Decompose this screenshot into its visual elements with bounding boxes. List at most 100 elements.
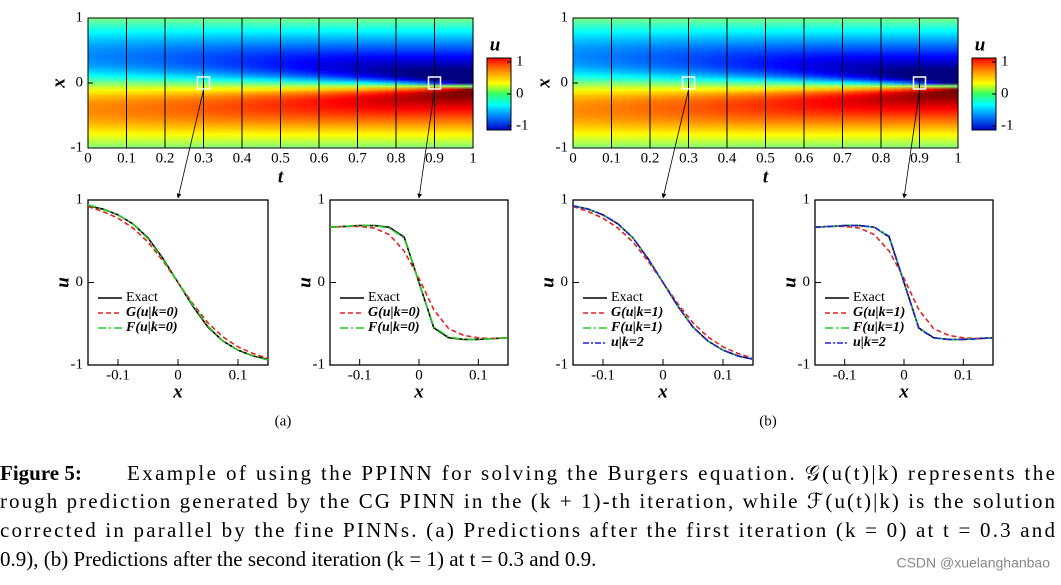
panel-label: (a) — [275, 413, 292, 429]
heatmap-strip — [901, 18, 911, 148]
heatmap-strip — [877, 18, 887, 148]
x-tick-label: 0.6 — [795, 150, 814, 166]
y-tick-label: 0 — [561, 74, 569, 90]
x-tick-label: 0.9 — [910, 150, 929, 166]
heatmap-strip — [192, 18, 201, 148]
y-tick-label: 1 — [561, 9, 569, 25]
y-axis-label: x — [48, 78, 69, 89]
y-axis-label: u — [294, 277, 315, 288]
heatmap-strip — [336, 18, 346, 148]
colorbar-title: u — [975, 34, 986, 55]
x-tick-label: 0.9 — [425, 150, 444, 166]
x-axis-label: t — [278, 166, 284, 187]
heatmap-strip — [288, 18, 298, 148]
series-line — [814, 224, 994, 341]
y-tick-label: 1 — [76, 191, 84, 207]
legend-label: G(u|k=0) — [126, 305, 178, 320]
heatmap-strip — [128, 18, 137, 148]
panel-label: (b) — [759, 413, 777, 429]
x-axis-label: x — [172, 381, 183, 402]
colorbar-tick-label: 0 — [516, 85, 524, 101]
caption-line: corrected in parallel by the fine PINNs.… — [0, 518, 1056, 542]
heatmap-strip — [581, 18, 590, 148]
legend-label: F(u|k=1) — [852, 320, 905, 335]
heatmap-strip — [312, 18, 322, 148]
heatmap-strip — [304, 18, 314, 148]
heatmap-strip — [136, 18, 145, 148]
y-tick-label: -1 — [71, 139, 84, 155]
heatmap-strip — [152, 18, 161, 148]
x-tick-label: 0.1 — [954, 367, 973, 383]
heatmap-strip — [104, 18, 113, 148]
y-axis-label: u — [52, 277, 73, 288]
x-tick-label: 0.1 — [117, 150, 136, 166]
heatmap-strip — [589, 18, 598, 148]
y-tick-label: 1 — [318, 191, 326, 207]
heatmap-strip — [352, 18, 362, 148]
probe-marker — [196, 76, 211, 90]
heatmap-strip — [272, 18, 282, 148]
x-tick-label: 0.4 — [718, 150, 737, 166]
heatmap-strip — [432, 18, 442, 148]
heatmap-strip — [685, 18, 694, 148]
heatmap-strip — [773, 18, 783, 148]
heatmap-strip — [605, 18, 614, 148]
heatmap-strip — [144, 18, 153, 148]
legend-label: G(u|k=1) — [853, 305, 905, 320]
colorbar-tick-label: -1 — [1001, 117, 1014, 133]
legend-label: F(u|k=0) — [367, 320, 420, 335]
legend-label: Exact — [126, 290, 158, 305]
x-tick-label: 0.8 — [387, 150, 406, 166]
heatmap-strip — [256, 18, 266, 148]
heatmap-strip — [829, 18, 839, 148]
heatmap-strip — [669, 18, 678, 148]
heatmap-strip — [733, 18, 743, 148]
heatmap-strip — [869, 18, 879, 148]
heatmap-strip — [613, 18, 622, 148]
heatmap-strip — [797, 18, 807, 148]
x-tick-label: 0 — [900, 367, 908, 383]
heatmap-strip — [200, 18, 209, 148]
probe-arrow — [417, 89, 435, 199]
heatmap-strip — [184, 18, 193, 148]
heatmap-strip — [813, 18, 823, 148]
probe-arrow — [176, 89, 204, 199]
x-tick-label: 0.1 — [469, 367, 488, 383]
probe-marker — [681, 76, 696, 90]
watermark: CSDN @xuelanghanbao — [896, 555, 1050, 571]
y-tick-label: -1 — [71, 356, 84, 372]
heatmap-strip — [789, 18, 799, 148]
x-axis-label: x — [657, 381, 668, 402]
heatmap-strip — [701, 18, 710, 148]
legend-label: F(u|k=1) — [610, 320, 663, 335]
caption-line: Example of using the PPINN for solving t… — [127, 461, 1055, 485]
heatmap-strip — [112, 18, 121, 148]
heatmap-strip — [717, 18, 726, 148]
y-axis-label: u — [537, 277, 558, 288]
heatmap-strip — [853, 18, 863, 148]
legend-label: G(u|k=1) — [611, 305, 663, 320]
heatmap-strip — [741, 18, 751, 148]
heatmap-strip — [765, 18, 775, 148]
y-tick-label: -1 — [798, 356, 811, 372]
heatmap-strip — [917, 18, 927, 148]
series-line — [814, 225, 994, 340]
x-tick-label: 1 — [469, 150, 477, 166]
heatmap-strip — [456, 18, 466, 148]
x-tick-label: -0.1 — [106, 367, 130, 383]
y-tick-label: 0 — [561, 274, 569, 290]
colorbar-tick-label: 1 — [516, 53, 524, 69]
x-axis-label: x — [413, 381, 424, 402]
heatmap-strip — [933, 18, 943, 148]
heatmap-strip — [120, 18, 129, 148]
heatmap-strip — [661, 18, 670, 148]
heatmap-strip — [861, 18, 871, 148]
heatmap-strip — [328, 18, 338, 148]
x-tick-label: 0.2 — [641, 150, 660, 166]
heatmap-strip — [240, 18, 250, 148]
heatmap-strip — [248, 18, 258, 148]
heatmap-strip — [749, 18, 759, 148]
series-line — [329, 224, 509, 341]
y-axis-label: x — [533, 78, 554, 89]
heatmap-strip — [709, 18, 718, 148]
